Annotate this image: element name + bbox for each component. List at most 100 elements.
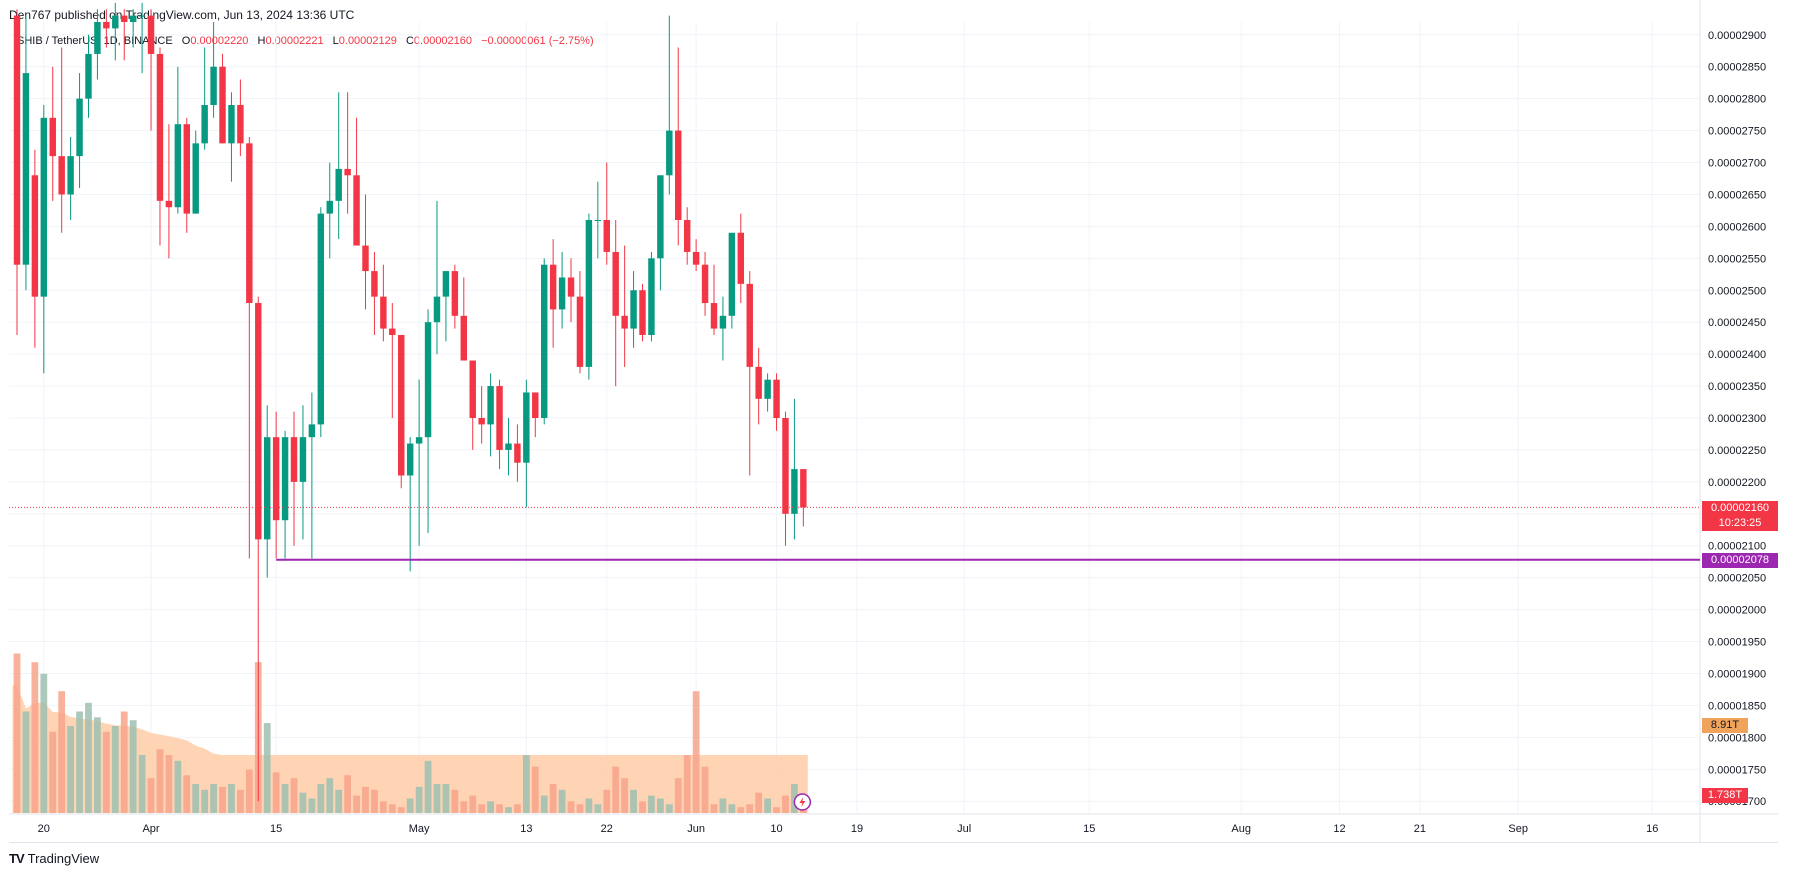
candle-body	[290, 437, 298, 482]
volume-bar	[210, 784, 217, 813]
candle-body	[58, 156, 65, 195]
time-tick-label: May	[409, 823, 430, 835]
volume-last-tag: 1.738T	[1702, 788, 1748, 803]
candle-body	[451, 271, 459, 316]
candle-body	[701, 264, 709, 304]
volume-bar	[371, 789, 378, 813]
volume-bars	[12, 653, 808, 813]
volume-bar	[85, 702, 92, 813]
volume-bar	[424, 760, 432, 813]
price-tick-label: 0.00002400	[1708, 349, 1766, 361]
time-tick-label: 20	[38, 823, 50, 835]
price-tick-label: 0.00001800	[1708, 732, 1766, 744]
volume-bar	[129, 720, 137, 813]
volume-bar	[67, 726, 75, 813]
candle-body	[121, 15, 128, 22]
volume-bar	[290, 778, 298, 813]
candle-body	[219, 66, 226, 144]
volume-bar	[460, 801, 468, 813]
tradingview-footer[interactable]: TV TradingView	[9, 851, 99, 866]
candle-body	[782, 418, 789, 514]
price-tick-label: 0.00002000	[1708, 605, 1766, 617]
price-tick-label: 0.00002250	[1708, 445, 1766, 457]
footer-divider	[9, 842, 1778, 843]
volume-bar	[138, 755, 146, 813]
publish-header: Den767 published on TradingView.com, Jun…	[9, 8, 355, 22]
ohlc-legend: SHIB / TetherUS, 1D, BINANCE O0.00002220…	[17, 35, 594, 47]
candle-body	[317, 213, 325, 425]
candle-body	[648, 258, 655, 335]
time-axis[interactable]: 20 Apr 15 May 13 22 Jun 10 19 Jul 15 Aug 12 21 Sep 16	[38, 823, 1659, 835]
candle-body	[192, 143, 199, 214]
candle-body	[621, 315, 628, 329]
volume-bar	[487, 801, 494, 813]
volume-bar	[665, 804, 673, 813]
time-tick-label: Aug	[1231, 823, 1251, 835]
candle-body	[630, 290, 637, 329]
candle-body	[22, 73, 30, 265]
candle-body	[85, 53, 92, 99]
candle-body	[362, 245, 369, 272]
volume-bar	[263, 723, 271, 813]
price-tick-label: 0.00002100	[1708, 541, 1766, 553]
volume-bar	[120, 711, 128, 813]
volume-bar	[165, 755, 173, 813]
volume-bar	[94, 717, 101, 813]
volume-bar	[621, 778, 629, 813]
candle-body	[496, 386, 503, 450]
candle-body	[576, 296, 584, 367]
candle-body	[299, 437, 307, 482]
volume-bar	[362, 786, 369, 813]
candle-body	[719, 315, 727, 329]
grid-lines	[9, 0, 1778, 842]
candle-body	[585, 220, 593, 367]
volume-bar	[746, 804, 754, 813]
candle-body	[398, 334, 405, 476]
price-tick-label: 0.00001950	[1708, 637, 1766, 649]
candle-body	[326, 200, 333, 214]
volume-bar	[192, 784, 200, 813]
candle-body	[246, 143, 253, 304]
candle-body	[103, 22, 110, 29]
candle-body	[683, 220, 691, 252]
price-axis[interactable]: 0.00002900 0.00002850 0.00002800 0.00002750…	[1708, 30, 1766, 808]
price-tick-label: 0.00002900	[1708, 30, 1766, 42]
candle-body	[639, 290, 646, 335]
candle-body	[67, 156, 74, 195]
candle-body	[523, 392, 530, 463]
current-price-tag: 0.00002160 10:23:25	[1702, 501, 1778, 532]
volume-bar	[388, 804, 396, 813]
volume-bar	[674, 778, 682, 813]
candle-body	[433, 296, 441, 323]
volume-bar	[558, 789, 566, 813]
volume-bar	[728, 804, 736, 813]
volume-bar	[478, 804, 486, 813]
volume-ma-area	[12, 685, 808, 813]
time-tick-label: Jul	[957, 823, 971, 835]
candle-body	[791, 469, 798, 514]
candle-body	[389, 328, 396, 335]
volume-bar	[415, 786, 423, 813]
lightning-bolt	[799, 797, 806, 807]
volume-bar	[531, 766, 539, 813]
time-tick-label: 22	[601, 823, 613, 835]
time-tick-label: 19	[851, 823, 863, 835]
candle-body	[603, 220, 610, 252]
volume-bar	[469, 795, 477, 813]
volume-bar	[245, 769, 253, 813]
price-tick-label: 0.00002050	[1708, 573, 1766, 585]
volume-bar	[228, 784, 235, 813]
volume-bar	[549, 784, 557, 813]
price-tick-label: 0.00002800	[1708, 94, 1766, 106]
volume-bar	[522, 755, 530, 813]
candle-body	[138, 15, 146, 17]
candle-body	[675, 130, 682, 220]
time-tick-label: 12	[1333, 823, 1345, 835]
volume-bar	[335, 789, 343, 813]
candle-body	[692, 251, 700, 265]
price-tick-label: 0.00002850	[1708, 62, 1766, 74]
candle-body	[237, 105, 244, 144]
price-tick-label: 0.00002550	[1708, 253, 1766, 265]
price-tick-label: 0.00002600	[1708, 221, 1766, 233]
